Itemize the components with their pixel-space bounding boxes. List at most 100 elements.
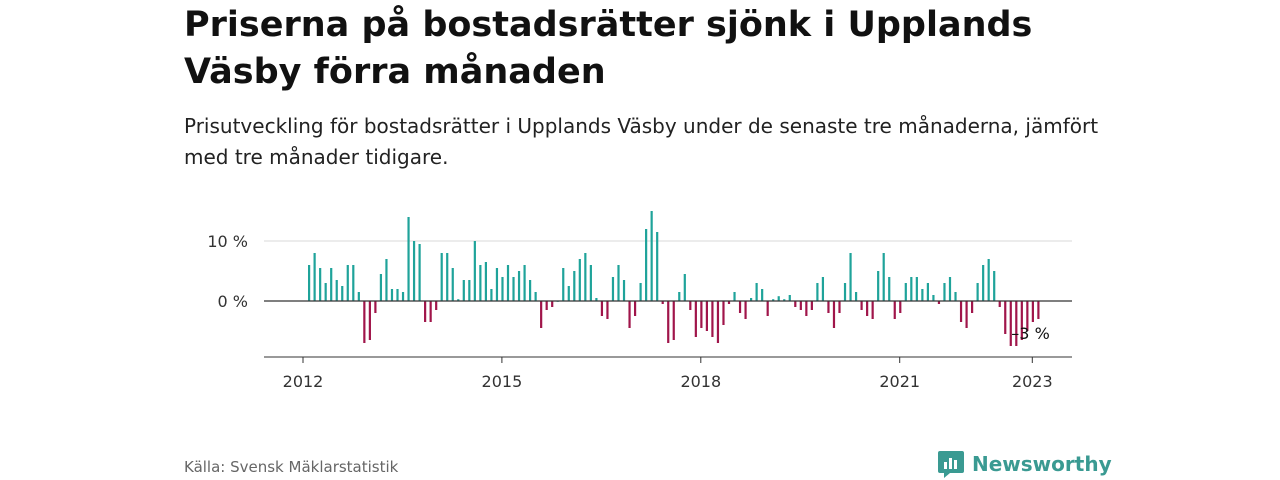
bar — [562, 268, 565, 301]
bar — [611, 277, 615, 301]
bar — [733, 292, 736, 301]
x-axis-ticks: 2012 2015 2018 2021 2023 — [283, 357, 1053, 391]
bar — [678, 292, 681, 301]
bar — [479, 265, 482, 301]
bar — [821, 277, 825, 301]
bar — [694, 301, 697, 337]
bar — [893, 301, 896, 319]
bar — [578, 259, 581, 301]
y-axis-ticks: 10 % 0 % — [207, 232, 248, 311]
bar — [794, 301, 797, 307]
bar — [805, 301, 808, 316]
bar — [490, 289, 493, 301]
last-value-annotation: –3 % — [1011, 324, 1049, 343]
bar — [899, 301, 902, 313]
bar — [971, 301, 974, 313]
bar — [656, 232, 659, 301]
bar — [689, 301, 692, 310]
brand-logo[interactable]: Newsworthy — [937, 448, 1112, 480]
bar — [501, 277, 504, 301]
bar — [457, 299, 460, 301]
bar — [589, 265, 592, 301]
bar — [534, 292, 537, 301]
bar — [435, 301, 438, 310]
bar — [777, 296, 780, 301]
bar — [987, 259, 990, 301]
chart-subtitle: Prisutveckling för bostadsrätter i Uppla… — [184, 114, 1099, 169]
bar — [1031, 301, 1034, 322]
bar — [512, 277, 515, 301]
bar — [540, 301, 543, 328]
bar — [628, 301, 631, 328]
bar — [495, 268, 499, 301]
bar — [954, 292, 957, 301]
bar — [843, 283, 847, 301]
bar — [517, 271, 521, 301]
bar — [810, 301, 813, 310]
bar — [738, 301, 742, 313]
bar — [672, 301, 675, 340]
bar — [965, 301, 968, 328]
bar — [755, 283, 758, 301]
bar — [573, 271, 576, 301]
bar — [871, 301, 874, 319]
bar — [904, 283, 907, 301]
bar — [390, 289, 394, 301]
bar — [529, 280, 532, 301]
bar — [705, 301, 708, 331]
bar — [639, 283, 642, 301]
bar — [330, 268, 333, 301]
y-tick-label-10: 10 % — [207, 232, 248, 251]
bar — [667, 301, 670, 343]
bar — [827, 301, 830, 313]
bar — [363, 301, 366, 343]
bar — [832, 301, 836, 328]
bar — [645, 229, 648, 301]
bar — [545, 301, 548, 310]
bar — [943, 283, 946, 301]
source-note: Källa: Svensk Mäklarstatistik — [184, 458, 399, 476]
bar — [352, 265, 355, 301]
bar — [1026, 301, 1029, 331]
bar — [396, 289, 399, 301]
bar — [711, 301, 714, 337]
bar — [932, 295, 935, 301]
chart-title: Priserna på bostadsrätter sjönk i Upplan… — [184, 5, 1033, 92]
bar — [584, 253, 587, 301]
bar — [600, 301, 604, 316]
bar — [849, 253, 852, 301]
bar — [385, 259, 388, 301]
bar — [799, 301, 802, 310]
bar — [319, 268, 322, 301]
bar — [744, 301, 747, 319]
bar — [468, 280, 471, 301]
bar — [567, 286, 570, 301]
bar — [335, 280, 338, 301]
bar — [750, 298, 753, 301]
bar — [993, 271, 996, 301]
bar — [937, 301, 941, 304]
bar — [506, 265, 510, 301]
bar — [401, 292, 405, 301]
bar — [772, 299, 775, 301]
bar — [1015, 301, 1018, 346]
bar — [910, 277, 913, 301]
bar — [313, 253, 316, 301]
bar — [816, 283, 819, 301]
bar — [379, 274, 383, 301]
bar — [722, 301, 725, 325]
bar — [838, 301, 841, 313]
bar — [661, 301, 664, 304]
bar — [424, 301, 427, 322]
bar — [783, 299, 786, 301]
bar — [412, 241, 416, 301]
newsworthy-logo-icon — [938, 451, 964, 478]
bar — [418, 244, 421, 301]
bar — [921, 289, 924, 301]
bar — [882, 253, 885, 301]
bar — [462, 280, 465, 301]
bar — [308, 265, 311, 301]
bar — [633, 301, 637, 316]
bar — [1009, 301, 1012, 346]
bar — [368, 301, 371, 340]
